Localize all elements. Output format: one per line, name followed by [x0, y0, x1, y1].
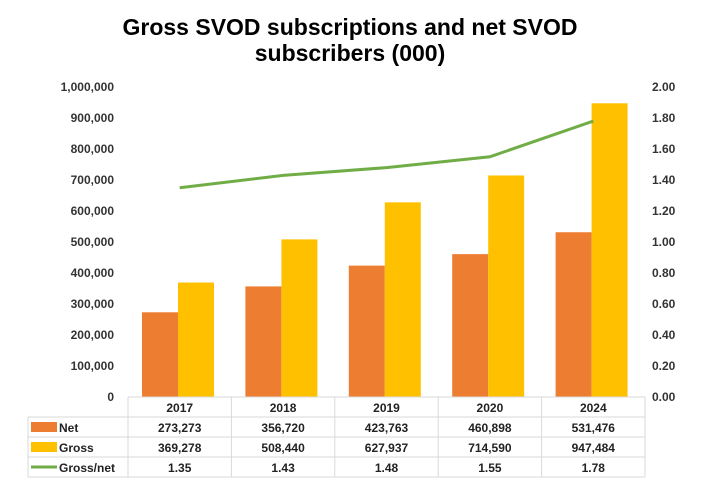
y-tick-label: 300,000 [71, 297, 115, 311]
legend-label: Net [59, 421, 78, 435]
data-label: 369,278 [158, 441, 202, 455]
bar-gross [281, 239, 318, 397]
y-tick-label: 500,000 [71, 235, 115, 249]
y2-tick-label: 1.00 [652, 235, 676, 249]
y-tick-label: 900,000 [71, 111, 115, 125]
y-tick-label: 400,000 [71, 266, 115, 280]
y2-tick-label: 0.80 [652, 266, 676, 280]
data-label: 460,898 [468, 421, 512, 435]
legend-label: Gross [59, 441, 94, 455]
category-label: 2019 [373, 401, 400, 415]
data-label: 423,763 [365, 421, 409, 435]
bar-net [348, 265, 385, 397]
data-label: 356,720 [261, 421, 305, 435]
y-tick-label: 1,000,000 [61, 80, 115, 94]
category-label: 2018 [270, 401, 297, 415]
bar-gross [591, 103, 628, 397]
data-label: 1.55 [478, 461, 502, 475]
legend-key-gross [31, 442, 57, 452]
legend-label: Gross/net [59, 461, 115, 475]
data-label: 947,484 [572, 441, 616, 455]
y-tick-label: 600,000 [71, 204, 115, 218]
bar-gross [384, 202, 421, 397]
bar-net [452, 254, 489, 397]
y2-tick-label: 1.40 [652, 173, 676, 187]
category-label: 2020 [477, 401, 504, 415]
data-label: 508,440 [261, 441, 305, 455]
data-label: 273,273 [158, 421, 202, 435]
category-label: 2017 [166, 401, 193, 415]
y-tick-label: 700,000 [71, 173, 115, 187]
data-label: 627,937 [365, 441, 409, 455]
chart-title: Gross SVOD subscriptions and net SVOD su… [0, 14, 700, 66]
category-label: 2024 [580, 401, 607, 415]
y-tick-label: 100,000 [71, 359, 115, 373]
data-label: 531,476 [572, 421, 616, 435]
bar-gross [178, 282, 214, 397]
data-label: 714,590 [468, 441, 512, 455]
bar-gross [488, 175, 525, 397]
line-gross-net [179, 119, 594, 190]
y2-tick-label: 0.20 [652, 359, 676, 373]
data-label: 1.48 [375, 461, 399, 475]
y2-tick-label: 1.60 [652, 142, 676, 156]
chart-title-line-2: subscribers (000) [254, 40, 446, 66]
y2-tick-label: 0.00 [652, 390, 676, 404]
y2-tick-label: 0.60 [652, 297, 676, 311]
y2-tick-label: 2.00 [652, 80, 676, 94]
chart-title-line-1: Gross SVOD subscriptions and net SVOD [122, 14, 578, 40]
bar-net [245, 286, 282, 397]
y2-tick-label: 0.40 [652, 328, 676, 342]
bar-net [555, 232, 592, 397]
data-label: 1.78 [582, 461, 606, 475]
y2-tick-label: 1.80 [652, 111, 676, 125]
y-tick-label: 800,000 [71, 142, 115, 156]
data-label: 1.43 [271, 461, 295, 475]
data-label: 1.35 [168, 461, 192, 475]
y2-tick-label: 1.20 [652, 204, 676, 218]
bar-net [142, 312, 178, 397]
legend-key-net [31, 422, 57, 432]
y-tick-label: 0 [107, 390, 114, 404]
y-tick-label: 200,000 [71, 328, 115, 342]
